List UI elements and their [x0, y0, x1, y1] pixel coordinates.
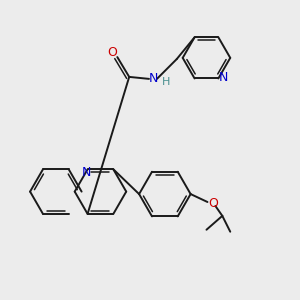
Text: N: N: [148, 72, 158, 86]
Text: N: N: [82, 166, 91, 179]
Text: N: N: [219, 71, 228, 84]
Text: H: H: [162, 77, 170, 87]
Text: O: O: [208, 197, 218, 211]
Text: O: O: [107, 46, 117, 59]
